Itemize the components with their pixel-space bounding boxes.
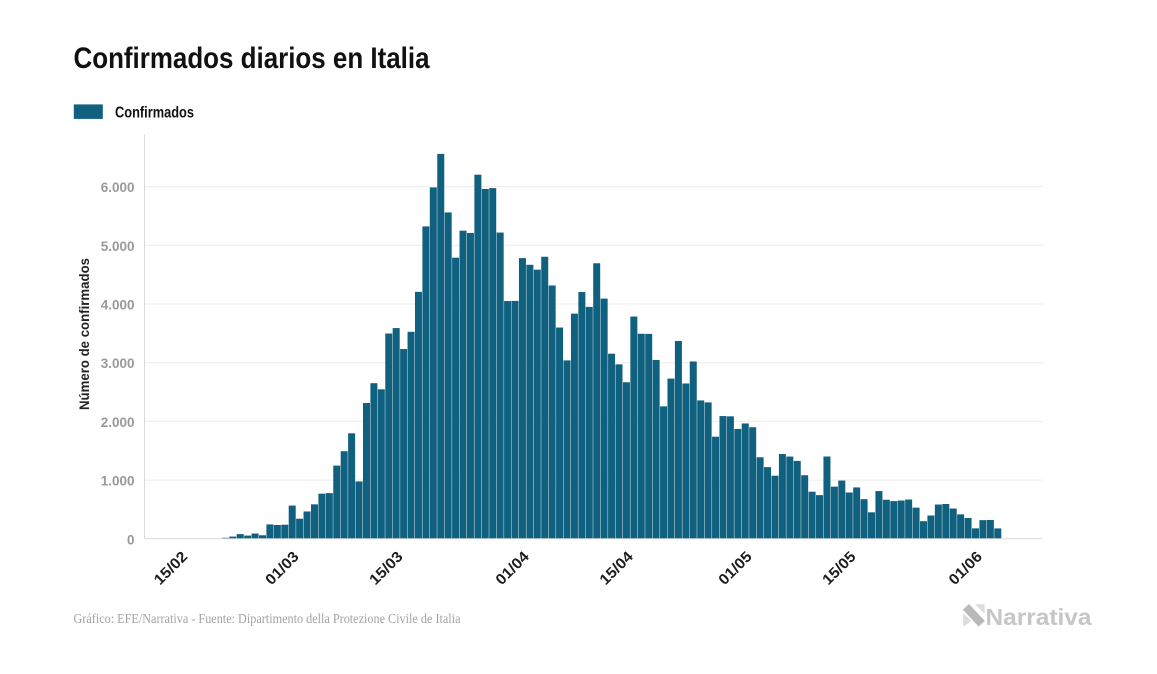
- svg-text:Narrativa: Narrativa: [986, 604, 1092, 630]
- svg-text:Confirmados: Confirmados: [115, 104, 194, 121]
- svg-text:1.000: 1.000: [101, 474, 135, 489]
- svg-text:5.000: 5.000: [101, 239, 135, 254]
- svg-text:Número de confirmados: Número de confirmados: [77, 258, 92, 410]
- svg-text:2.000: 2.000: [101, 415, 135, 430]
- svg-text:4.000: 4.000: [101, 298, 135, 313]
- svg-text:Gráfico: EFE/Narrativa - Fuent: Gráfico: EFE/Narrativa - Fuente: Diparti…: [74, 612, 462, 627]
- svg-text:Confirmados diarios en Italia: Confirmados diarios en Italia: [74, 42, 430, 75]
- svg-text:6.000: 6.000: [101, 180, 135, 195]
- svg-text:0: 0: [127, 532, 135, 547]
- svg-text:3.000: 3.000: [101, 356, 135, 371]
